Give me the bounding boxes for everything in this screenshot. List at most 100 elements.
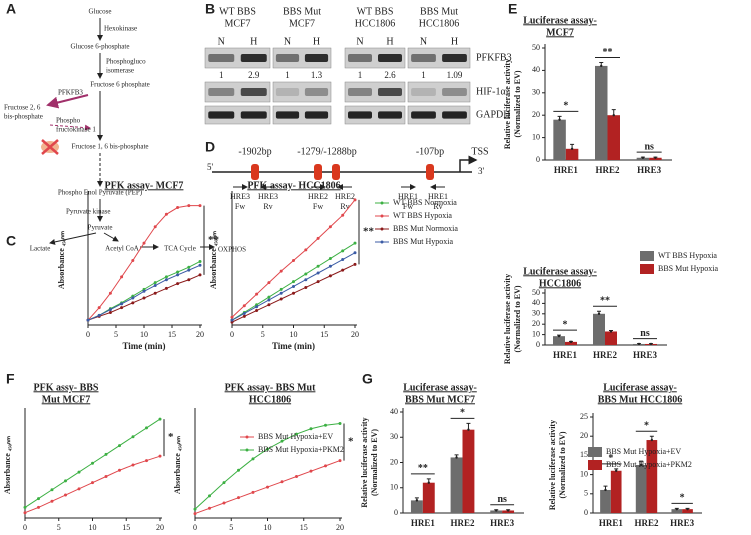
chart-title: HCC1806 — [539, 278, 581, 289]
point — [341, 258, 345, 262]
band — [378, 88, 402, 96]
band — [208, 111, 235, 119]
band — [348, 88, 372, 96]
point — [353, 198, 357, 202]
point — [158, 417, 162, 421]
primer-label: Fw — [313, 202, 323, 211]
x-tick-label: 15 — [300, 523, 308, 532]
point — [108, 308, 112, 312]
point — [37, 505, 40, 509]
point — [230, 318, 234, 322]
point — [131, 435, 135, 439]
point — [316, 236, 320, 240]
protein-label: HIF-1α — [476, 86, 506, 97]
point — [108, 291, 112, 295]
replicate-dot — [455, 456, 458, 459]
axes — [194, 408, 342, 519]
primer-label: Rv — [340, 202, 349, 211]
bar — [462, 429, 475, 513]
replicate-dot — [650, 438, 654, 442]
replicate-dot — [604, 488, 607, 492]
point — [97, 306, 101, 310]
bar — [610, 470, 622, 513]
y-axis-label: Relative luciferase activity — [503, 274, 512, 364]
point — [279, 291, 283, 295]
bar — [490, 510, 503, 513]
bar — [595, 65, 608, 160]
point — [295, 432, 298, 436]
chart-title: MCF7 — [546, 27, 574, 38]
point — [280, 439, 284, 443]
y-tick-label: 20 — [580, 431, 588, 440]
x-tick-label: 5 — [57, 523, 61, 532]
band — [442, 54, 467, 62]
bar — [600, 489, 611, 513]
band — [304, 111, 329, 119]
tss-arrow — [459, 155, 478, 172]
point — [142, 296, 146, 300]
x-tick-label: 20 — [351, 330, 359, 339]
replicate-dot — [570, 147, 574, 150]
point — [153, 281, 157, 285]
legend-swatch — [588, 447, 602, 457]
legend-label: WT BBS Hypoxia — [393, 211, 452, 220]
primer-label: Rv — [263, 202, 272, 211]
point — [164, 212, 168, 216]
panel-label: D — [205, 139, 215, 155]
replicate-dot — [600, 64, 603, 68]
point — [309, 427, 313, 431]
point — [187, 278, 191, 282]
annotation: ns — [640, 328, 650, 339]
arrow — [49, 124, 91, 131]
x-tick-label: HRE1 — [554, 165, 579, 175]
primer-label: HRE1 — [428, 192, 448, 201]
replicate-dot — [614, 469, 618, 472]
x-tick-label: HRE3 — [490, 518, 515, 528]
blot-strip — [344, 81, 406, 103]
primer-label: HRE1 — [398, 192, 418, 201]
point — [316, 264, 320, 268]
x-tick-label: HRE1 — [411, 518, 436, 528]
band — [304, 54, 329, 62]
x-tick-label: 10 — [264, 523, 272, 532]
metabolite: Acetyl CoA — [105, 245, 139, 253]
blot-strip — [407, 47, 471, 69]
panel-label: F — [6, 371, 15, 387]
panel-label: A — [6, 1, 16, 17]
group-label: HCC1806 — [419, 18, 460, 29]
annotation: ** — [603, 47, 613, 58]
y-tick-label: 20 — [390, 457, 398, 466]
enzyme: Hexokinase — [104, 25, 137, 33]
y-tick-label: 10 — [532, 132, 540, 141]
y-tick-label: 15 — [580, 450, 588, 459]
point — [230, 315, 234, 319]
point — [91, 481, 94, 485]
point — [120, 306, 124, 310]
arrow — [46, 94, 89, 109]
primer-label: Fw — [403, 202, 413, 211]
chart-title: PFK assay- MCF7 — [105, 180, 184, 191]
chart-title: Luciferase assay- — [403, 382, 477, 393]
annotation: ns — [497, 494, 507, 505]
replicate-dot — [686, 507, 689, 511]
annotation: ** — [418, 463, 428, 474]
point — [237, 468, 240, 472]
point — [86, 318, 90, 322]
y-tick-label: 50 — [532, 288, 540, 297]
point — [23, 505, 27, 509]
point — [338, 459, 342, 463]
x-tick-label: 20 — [156, 523, 164, 532]
legend-label: WT BBS Normoxia — [393, 198, 457, 207]
x-tick-label: 5 — [114, 330, 118, 339]
y-axis-label: Relative luciferase activity — [503, 59, 512, 149]
point — [145, 426, 148, 430]
site-label: -107bp — [416, 146, 444, 157]
band — [208, 54, 235, 62]
series-line — [231, 199, 356, 318]
y-axis-label: Relative luciferase activity — [548, 420, 557, 510]
annotation: * — [563, 319, 568, 330]
group-label: BBS Mut — [283, 6, 321, 17]
band — [275, 54, 300, 62]
legend-marker — [380, 240, 384, 244]
bar — [671, 509, 683, 513]
